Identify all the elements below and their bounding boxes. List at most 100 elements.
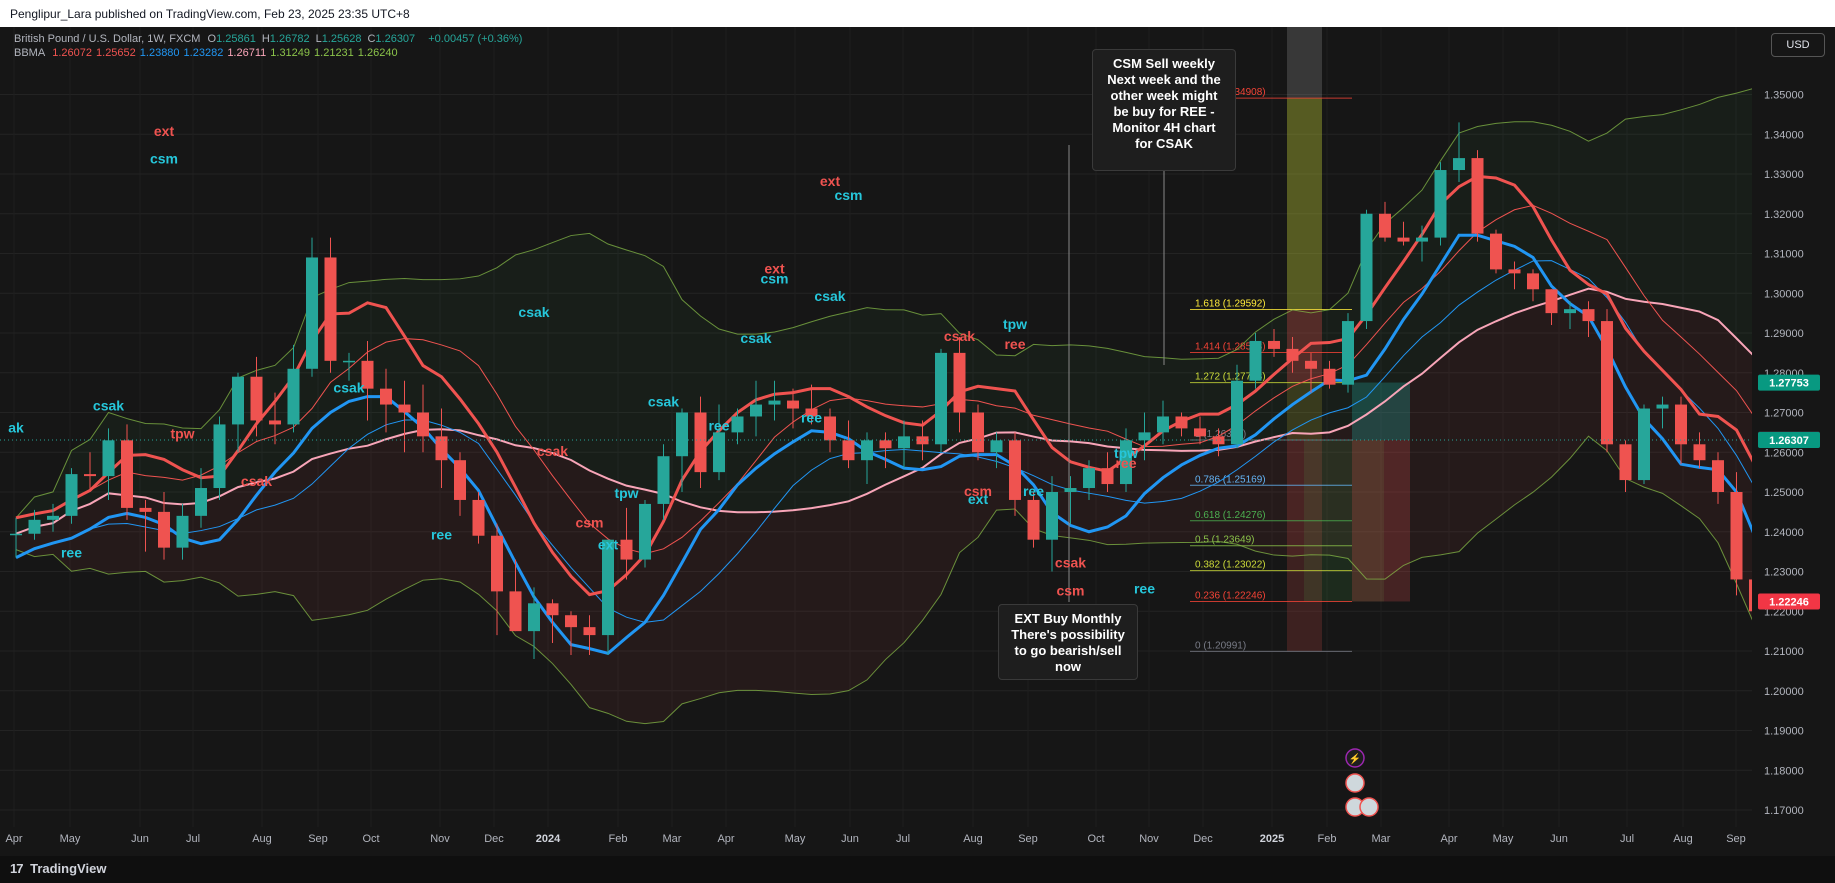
annotation-label: tpw [170,425,194,441]
candle-body [1249,340,1262,381]
note-csm-sell: CSM Sell weekly Next week and the other … [1092,49,1236,171]
ma-high-5 [15,174,1835,597]
candle-body [602,539,614,636]
mid-band-line [15,287,1835,535]
candle-body [287,368,300,425]
x-tick-label: Aug [252,833,272,845]
annotation-label: tpw [1003,316,1027,332]
note-line: to go bearish/sell [1014,643,1122,658]
candle-body [916,436,929,445]
upper-band-fill [16,88,1835,534]
candle-body [1157,416,1169,433]
candle-body [1527,273,1539,290]
footer-bar: 17 TradingView [0,856,1835,883]
candle-body [1379,213,1391,238]
candle-body [324,257,337,361]
lower-band-fill [16,288,1835,724]
annotation-label: ree [1004,336,1025,352]
fib-label: 0.382 (1.23022) [1195,560,1266,571]
ohlc-l: L1.25628 [315,33,362,45]
ma-high-10 [15,204,1835,555]
candle-body [1231,380,1243,445]
y-tick-label: 1.29000 [1764,328,1804,340]
price-tag [1758,593,1820,610]
price-tag-label: 1.27753 [1769,378,1809,390]
candle-body [1582,309,1595,322]
x-tick-label: Feb [609,833,628,845]
price-tag [1758,374,1820,391]
x-tick-label: Nov [430,833,450,845]
candle-body [158,511,170,548]
ohlc-h: H1.26782 [261,33,310,45]
x-tick-label: Sep [1726,833,1746,845]
fib-label: 0 (1.20991) [1195,640,1246,651]
annotation-label: ext [764,260,785,276]
fib-label: 1.272 (1.27753) [1195,372,1266,383]
candle-body [1564,309,1576,314]
annotation-label: ree [1023,483,1044,499]
x-tick-label: Aug [963,833,983,845]
candle-body [361,360,374,389]
candle-body [1545,289,1558,314]
annotation-label: ree [801,409,822,425]
candle-body [1416,237,1428,242]
x-tick-label: Sep [1018,833,1038,845]
annotation-label: csak [740,330,771,346]
candle-body [694,412,707,473]
candle-body [972,412,984,453]
y-tick-label: 1.33000 [1764,169,1804,181]
price-tag-label: 1.22246 [1769,596,1809,608]
y-tick-label: 1.17000 [1764,805,1804,817]
candle-body [28,519,41,534]
candle-body [731,416,744,433]
indicator-value: 1.26240 [357,47,398,59]
lower-band-line [15,435,1835,725]
x-tick-label: Apr [5,833,22,845]
y-tick-label: 1.27000 [1764,408,1804,420]
y-tick-label: 1.20000 [1764,686,1804,698]
indicator-value: 1.26072 [52,47,93,59]
y-tick-label: 1.34000 [1764,129,1804,141]
indicator-value: 1.26711 [227,47,267,59]
candle-body [65,474,78,516]
candle-body [1286,348,1299,361]
indicator-value: 1.23282 [183,47,224,59]
candle-body [546,603,559,616]
y-tick-label: 1.31000 [1764,249,1804,261]
candle-body [861,440,873,461]
y-tick-label: 1.26000 [1764,447,1804,459]
indicator-value: 1.21231 [314,47,354,59]
candle-body [454,460,466,500]
symbol-name: British Pound / U.S. Dollar, 1W, FXCM [14,33,201,45]
tradingview-logo[interactable]: 17 TradingView [10,861,106,876]
currency-button[interactable]: USD [1771,33,1825,57]
annotation-label: csak [944,328,975,344]
chart-area[interactable]: 1.618 (1.29592) 1.414 (1.28508) 1.272 (1.2… [0,27,1835,856]
candle-body [1453,158,1465,171]
candle-body [1508,269,1521,274]
x-tick-label: Jul [896,833,910,845]
x-tick-label: Jun [841,833,859,845]
note-line: There's possibility [1011,627,1125,642]
x-tick-label: Jun [131,833,149,845]
annotation-label: ree [431,527,452,543]
candle-body [1490,233,1502,270]
candle-body [1064,488,1077,492]
candles [10,122,1835,659]
y-tick-label: 1.19000 [1764,726,1804,738]
note-line: Monitor 4H chart [1112,120,1216,135]
note-line: now [1055,659,1081,674]
chart-canvas[interactable]: 1.618 (1.29592) 1.414 (1.28508) 1.272 (1.2… [0,27,1835,856]
note-ext-buy: EXT Buy Monthly There's possibility to g… [998,604,1138,680]
candle-body [805,408,818,417]
candle-body [380,388,392,405]
candle-body [1120,440,1132,485]
candle-body [343,360,355,363]
annotation-label: csak [814,288,845,304]
price-tag [1758,432,1820,449]
annotation-label: csak [518,304,549,320]
y-tick-label: 1.32000 [1764,209,1804,221]
annotation-label: ext [154,123,175,139]
candle-body [1194,428,1206,437]
candle-body [232,376,244,425]
